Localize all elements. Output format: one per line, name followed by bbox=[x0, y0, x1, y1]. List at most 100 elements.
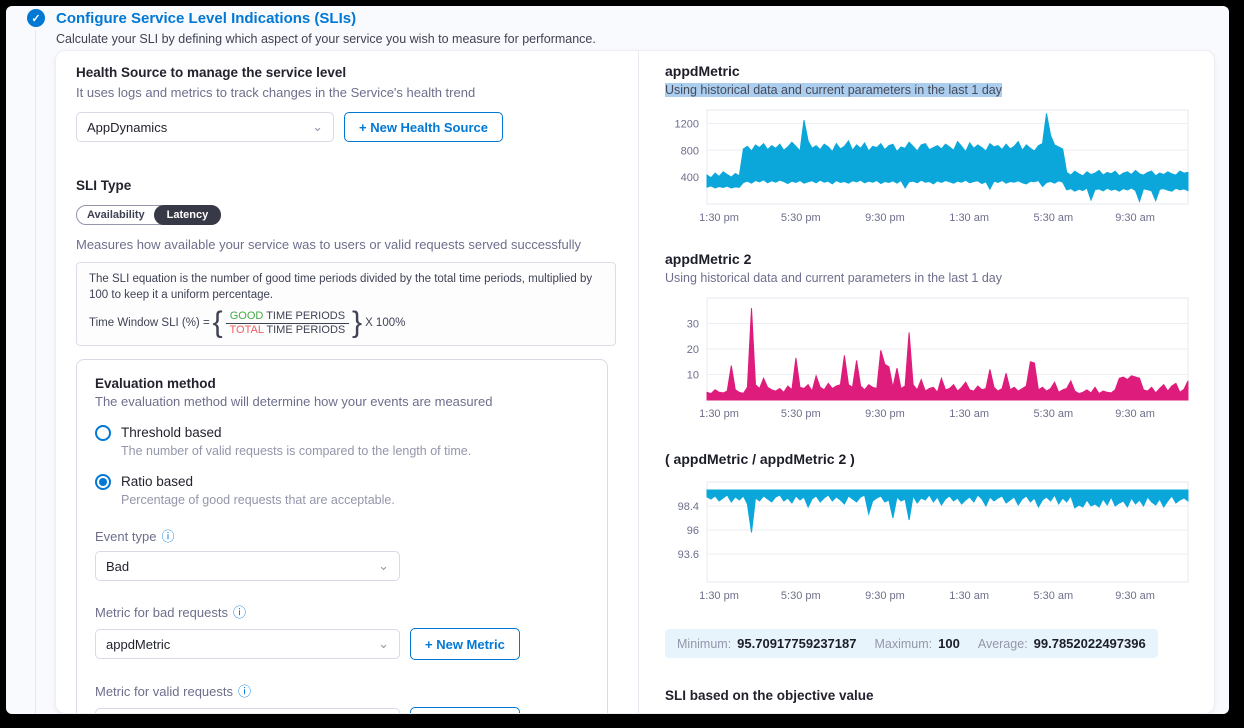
new-metric-button-valid[interactable]: + New Metric bbox=[410, 707, 520, 713]
chart1-title: appdMetric bbox=[665, 63, 740, 79]
svg-text:1:30 am: 1:30 am bbox=[949, 408, 989, 420]
sli-equation: Time Window SLI (%) = { GOOD TIME PERIOD… bbox=[89, 306, 603, 340]
sli-config-card: Health Source to manage the service leve… bbox=[55, 50, 1215, 714]
radio-icon-unselected[interactable] bbox=[95, 425, 111, 442]
sli-form-column: Health Source to manage the service leve… bbox=[56, 51, 638, 713]
sli-preview-column: appdMetric Using historical data and cur… bbox=[639, 51, 1214, 713]
health-source-value: AppDynamics bbox=[87, 119, 168, 135]
svg-text:1200: 1200 bbox=[675, 118, 699, 130]
event-type-select[interactable]: Bad ⌄ bbox=[95, 551, 400, 582]
equation-good-term: GOOD bbox=[229, 310, 264, 323]
metric-valid-label: Metric for valid requests ⓘ bbox=[95, 684, 589, 699]
svg-text:9:30 pm: 9:30 pm bbox=[865, 590, 905, 602]
metric-valid-label-text: Metric for valid requests bbox=[95, 684, 233, 700]
svg-text:9:30 am: 9:30 am bbox=[1115, 408, 1155, 420]
svg-text:400: 400 bbox=[681, 172, 699, 184]
ratio-based-label: Ratio based bbox=[121, 474, 194, 490]
sli-type-label: SLI Type bbox=[76, 178, 132, 193]
svg-text:800: 800 bbox=[681, 145, 699, 157]
sli-type-toggle: Availability Latency bbox=[76, 205, 222, 225]
sli-equation-box: The SLI equation is the number of good t… bbox=[76, 262, 616, 347]
threshold-based-label: Threshold based bbox=[121, 425, 222, 441]
svg-text:1:30 pm: 1:30 pm bbox=[699, 590, 739, 602]
svg-text:1:30 pm: 1:30 pm bbox=[699, 212, 739, 224]
svg-text:1:30 am: 1:30 am bbox=[949, 590, 989, 602]
sli-type-option-latency[interactable]: Latency bbox=[153, 205, 222, 225]
minimum-value: 95.70917759237187 bbox=[737, 636, 857, 651]
sli-type-description: Measures how available your service was … bbox=[76, 237, 582, 252]
evaluation-method-title: Evaluation method bbox=[95, 376, 216, 392]
chevron-down-icon: ⌄ bbox=[312, 119, 323, 134]
metric-bad-label: Metric for bad requests ⓘ bbox=[95, 605, 589, 620]
appdmetric2-chart: 10 20 30 1:30 pm 5:30 pm 9:30 pm 1:30 am 5:30 a… bbox=[665, 293, 1192, 423]
svg-text:9:30 pm: 9:30 pm bbox=[865, 408, 905, 420]
health-source-label: Health Source to manage the service leve… bbox=[76, 65, 347, 80]
event-type-label-text: Event type bbox=[95, 529, 157, 545]
svg-text:98.4: 98.4 bbox=[678, 501, 699, 513]
metric-valid-select[interactable]: appdMetric 2 ⌄ bbox=[95, 708, 400, 713]
new-health-source-button[interactable]: + New Health Source bbox=[344, 112, 503, 142]
chart2-subtitle: Using historical data and current parame… bbox=[665, 271, 1002, 285]
chevron-down-icon: ⌄ bbox=[378, 636, 389, 652]
step-complete-icon: ✓ bbox=[27, 9, 45, 27]
new-metric-button-bad[interactable]: + New Metric bbox=[410, 628, 520, 661]
svg-text:1:30 am: 1:30 am bbox=[949, 212, 989, 224]
info-icon[interactable]: ⓘ bbox=[232, 605, 246, 621]
equation-rhs: X 100% bbox=[365, 317, 406, 330]
svg-text:5:30 am: 5:30 am bbox=[1033, 590, 1073, 602]
svg-text:5:30 am: 5:30 am bbox=[1033, 408, 1073, 420]
svg-text:5:30 am: 5:30 am bbox=[1033, 212, 1073, 224]
equation-total-term: TOTAL bbox=[229, 324, 264, 337]
health-source-sublabel: It uses logs and metrics to track change… bbox=[76, 85, 476, 100]
equation-numerator-rest: TIME PERIODS bbox=[266, 310, 346, 323]
metric-bad-value: appdMetric bbox=[106, 636, 171, 652]
sli-type-option-availability[interactable]: Availability bbox=[87, 209, 145, 221]
chevron-down-icon: ⌄ bbox=[378, 558, 389, 574]
chart3-title: ( appdMetric / appdMetric 2 ) bbox=[665, 451, 855, 467]
svg-text:5:30 pm: 5:30 pm bbox=[781, 212, 821, 224]
page-subtitle: Calculate your SLI by defining which asp… bbox=[56, 32, 596, 46]
health-source-select[interactable]: AppDynamics ⌄ bbox=[76, 112, 334, 142]
page-title: Configure Service Level Indications (SLI… bbox=[56, 10, 357, 27]
chart1-subtitle: Using historical data and current parame… bbox=[665, 83, 1192, 97]
wizard-step-connector bbox=[35, 30, 36, 714]
svg-text:30: 30 bbox=[687, 319, 699, 331]
evaluation-method-subtitle: The evaluation method will determine how… bbox=[95, 394, 493, 410]
equation-close-brace: } bbox=[352, 306, 363, 340]
svg-text:5:30 pm: 5:30 pm bbox=[781, 590, 821, 602]
equation-denominator-rest: TIME PERIODS bbox=[266, 324, 346, 337]
equation-open-brace: { bbox=[212, 306, 223, 340]
minimum-label: Minimum: bbox=[677, 636, 732, 651]
radio-icon-selected[interactable] bbox=[95, 474, 111, 491]
svg-text:9:30 pm: 9:30 pm bbox=[865, 212, 905, 224]
equation-lhs: Time Window SLI (%) = bbox=[89, 317, 210, 330]
svg-text:96: 96 bbox=[687, 525, 699, 537]
evaluation-method-box: Evaluation method The evaluation method … bbox=[76, 359, 608, 713]
info-icon[interactable]: ⓘ bbox=[238, 684, 252, 700]
info-icon[interactable]: ⓘ bbox=[161, 529, 175, 545]
threshold-based-description: The number of valid requests is compared… bbox=[121, 444, 472, 459]
page-background: ✓ Configure Service Level Indications (S… bbox=[6, 6, 1229, 714]
svg-text:20: 20 bbox=[687, 344, 699, 356]
equation-fraction: GOOD TIME PERIODS TOTAL TIME PERIODS bbox=[225, 310, 350, 337]
svg-text:10: 10 bbox=[687, 370, 699, 382]
sli-equation-description: The SLI equation is the number of good t… bbox=[89, 273, 593, 301]
chart2-title: appdMetric 2 bbox=[665, 251, 752, 267]
radio-ratio-based[interactable]: Ratio based Percentage of good requests … bbox=[95, 474, 589, 507]
ratio-chart: 93.6 96 98.4 1:30 pm 5:30 pm 9:30 pm 1:30 am 5:… bbox=[665, 477, 1192, 605]
average-label: Average: bbox=[977, 636, 1028, 651]
sli-objective-heading: SLI based on the objective value bbox=[665, 688, 874, 703]
metric-bad-select[interactable]: appdMetric ⌄ bbox=[95, 629, 400, 660]
metric-bad-label-text: Metric for bad requests bbox=[95, 605, 228, 621]
event-type-label: Event type ⓘ bbox=[95, 529, 589, 544]
maximum-value: 100 bbox=[938, 636, 960, 651]
radio-threshold-based[interactable]: Threshold based The number of valid requ… bbox=[95, 425, 589, 458]
appdmetric-chart: 400 800 1200 1:30 pm 5:30 pm 9:30 pm 1:30 am 5:… bbox=[665, 105, 1192, 227]
svg-text:5:30 pm: 5:30 pm bbox=[781, 408, 821, 420]
svg-text:93.6: 93.6 bbox=[678, 549, 699, 561]
ratio-based-description: Percentage of good requests that are acc… bbox=[121, 493, 395, 508]
chart1-subtitle-highlighted: Using historical data and current parame… bbox=[665, 83, 1002, 97]
event-type-value: Bad bbox=[106, 558, 130, 574]
column-divider bbox=[638, 51, 639, 713]
